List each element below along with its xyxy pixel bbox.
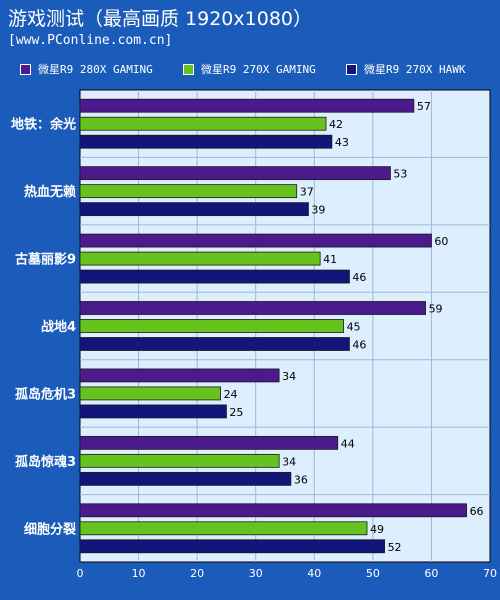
- x-tick-label: 70: [483, 567, 497, 580]
- x-tick-label: 20: [190, 567, 204, 580]
- bar-series-1: [79, 98, 415, 113]
- value-label: 42: [329, 118, 343, 131]
- x-tick-label: 50: [366, 567, 380, 580]
- value-label: 39: [311, 204, 325, 217]
- bar-series-2: [79, 319, 344, 333]
- value-label: 41: [323, 253, 337, 266]
- value-label: 43: [335, 136, 349, 149]
- bar-series-2: [79, 251, 321, 266]
- category-label: 孤岛危机3: [15, 386, 76, 402]
- bar-series-2: [79, 386, 221, 401]
- bar-series-2: [79, 521, 368, 536]
- bar-series-3: [79, 539, 385, 554]
- bar-series-1: [79, 233, 432, 248]
- value-label: 37: [300, 186, 314, 199]
- source-label: [www.PConline.com.cn]: [8, 33, 173, 48]
- value-label: 34: [282, 370, 296, 383]
- bar-series-1: [79, 503, 467, 518]
- value-label: 46: [352, 271, 366, 284]
- x-tick-label: 0: [77, 567, 84, 580]
- category-label: 地铁：余光: [11, 117, 76, 133]
- bar-series-1: [79, 435, 339, 450]
- legend-swatch-series-3: [346, 64, 357, 75]
- value-label: 49: [370, 523, 384, 536]
- bar-series-3: [79, 471, 292, 486]
- category-label: 古墓丽影9: [15, 252, 76, 268]
- legend-label-series-3: 微星R9 270X HAWK: [364, 63, 466, 76]
- value-label: 25: [229, 406, 243, 419]
- legend-swatch-series-2: [183, 64, 194, 75]
- x-tick-label: 60: [424, 567, 438, 580]
- bar-series-1: [79, 368, 280, 383]
- legend: 微星R9 280X GAMING 微星R9 270X GAMING 微星R9 2…: [8, 60, 492, 80]
- category-label: 战地4: [41, 319, 76, 335]
- category-label: 细胞分裂: [24, 521, 77, 537]
- bar-series-3: [79, 269, 350, 284]
- value-label: 24: [224, 388, 238, 401]
- bar-series-2: [79, 453, 280, 468]
- legend-label-series-1: 微星R9 280X GAMING: [38, 63, 153, 76]
- value-label: 45: [347, 321, 361, 334]
- value-label: 46: [352, 339, 366, 352]
- value-label: 59: [429, 303, 443, 316]
- value-label: 34: [282, 455, 296, 468]
- value-label: 60: [434, 235, 448, 248]
- value-label: 66: [470, 505, 484, 518]
- x-tick-label: 30: [249, 567, 263, 580]
- bar-series-2: [79, 184, 298, 199]
- bar-series-3: [79, 404, 227, 419]
- category-label: 热血无赖: [24, 184, 76, 200]
- bar-series-1: [79, 166, 391, 181]
- bar-series-3: [79, 134, 333, 149]
- value-label: 52: [388, 541, 402, 554]
- bar-series-3: [79, 337, 350, 351]
- value-label: 53: [393, 168, 407, 181]
- legend-label-series-2: 微星R9 270X GAMING: [201, 63, 316, 76]
- category-label: 孤岛惊魂3: [15, 454, 76, 470]
- value-label: 57: [417, 100, 431, 113]
- bar-series-3: [79, 202, 309, 217]
- x-tick-label: 10: [132, 567, 146, 580]
- value-label: 44: [341, 437, 355, 450]
- value-label: 36: [294, 473, 308, 486]
- chart-title: 游戏测试（最高画质 1920x1080）: [8, 8, 312, 30]
- bar-series-1: [79, 301, 426, 315]
- x-tick-label: 40: [307, 567, 321, 580]
- bar-series-2: [79, 116, 327, 131]
- legend-swatch-series-1: [20, 64, 31, 75]
